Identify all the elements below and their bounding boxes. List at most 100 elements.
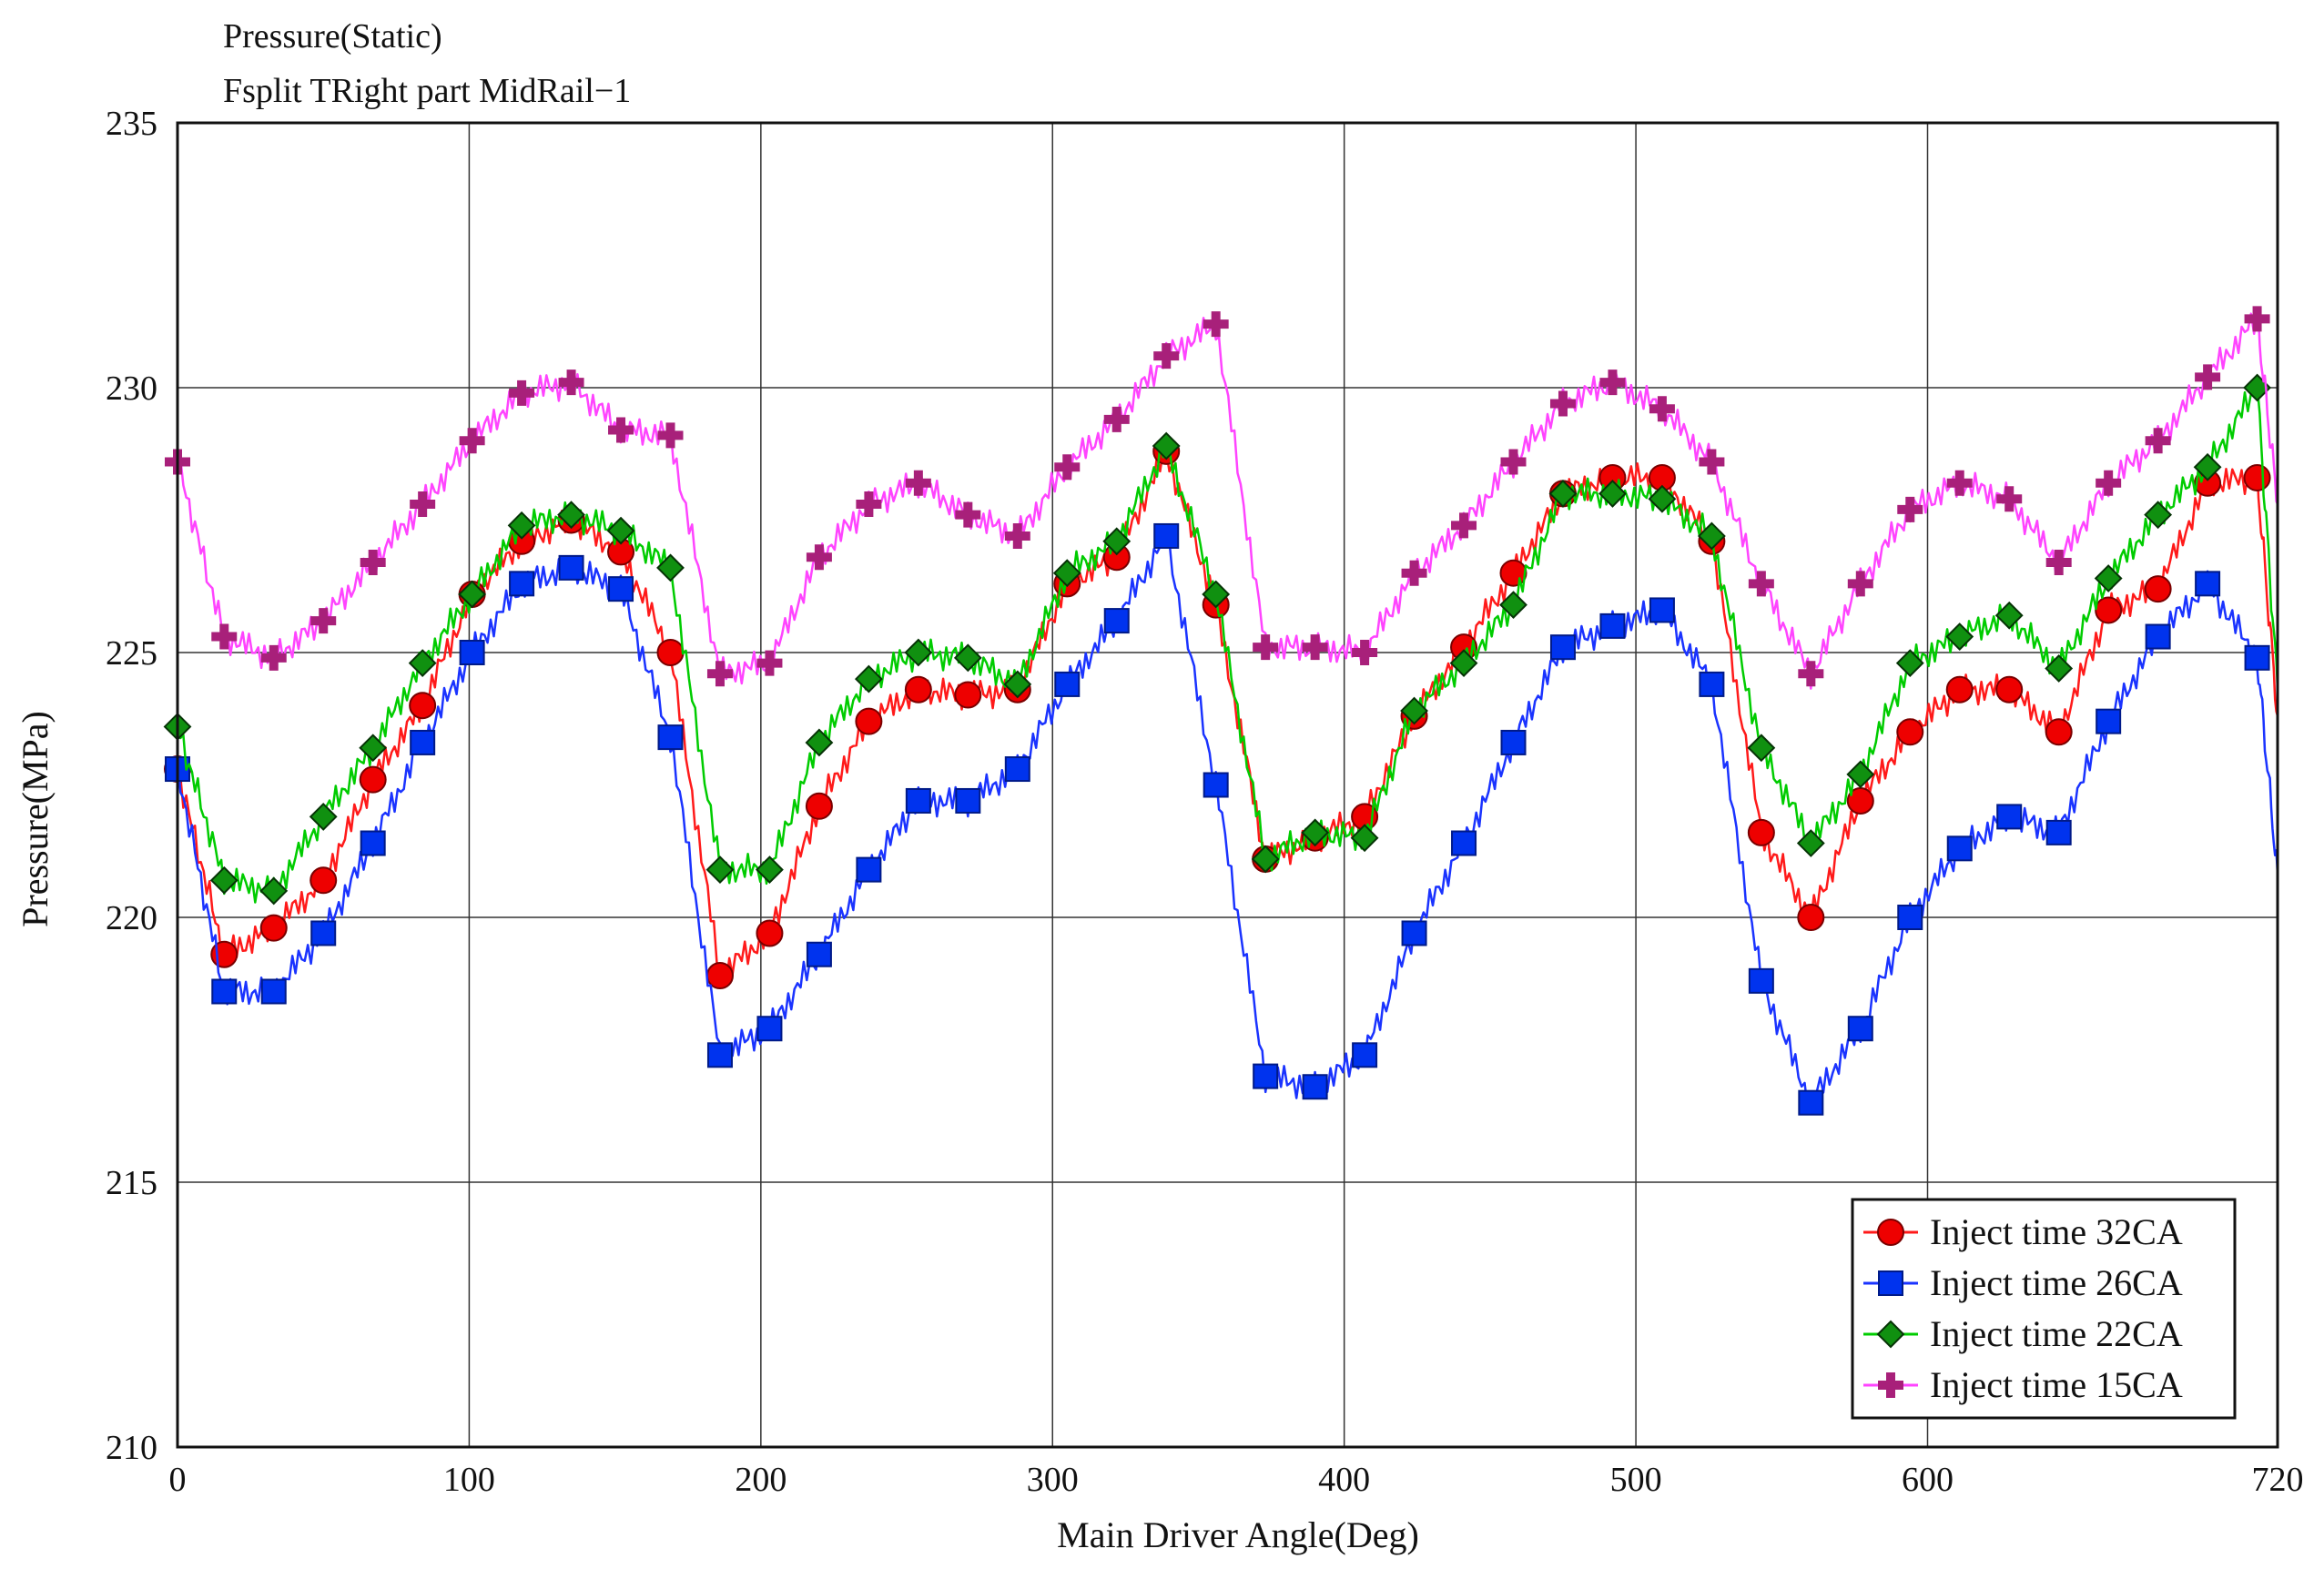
data-point-plus	[1699, 449, 1725, 475]
data-point-circle	[310, 866, 338, 895]
data-point-circle	[656, 639, 685, 666]
data-point-plus	[1847, 571, 1873, 597]
data-point-square	[1500, 729, 1527, 755]
data-point-circle	[259, 914, 288, 942]
legend-item: Inject time 22CA	[1863, 1313, 2183, 1354]
data-point-diamond	[1052, 559, 1081, 588]
data-point-diamond	[2193, 452, 2222, 481]
legend-item: Inject time 26CA	[1863, 1262, 2183, 1303]
data-point-diamond	[1202, 580, 1231, 609]
data-point-circle	[904, 675, 932, 703]
data-point-square	[509, 571, 535, 597]
data-point-diamond	[1003, 670, 1032, 699]
data-point-plus	[509, 380, 535, 406]
series-2	[165, 522, 2279, 1116]
y-tick-label: 210	[106, 1429, 157, 1467]
x-tick-labels: 0 100 200 300 400 500 600 720	[169, 1461, 2304, 1499]
data-point-diamond	[904, 638, 933, 667]
data-point-plus	[459, 428, 485, 454]
data-point-diamond	[557, 501, 585, 530]
series-line	[176, 526, 2279, 1111]
data-point-plus	[1798, 661, 1824, 687]
data-point-square	[2244, 644, 2270, 671]
data-point-square	[706, 1042, 733, 1068]
data-point-circle	[1747, 818, 1775, 846]
data-point-square	[1153, 522, 1180, 549]
data-point-square	[1599, 612, 1626, 639]
legend-item: Inject time 32CA	[1863, 1211, 2183, 1252]
data-point-square	[1897, 905, 1923, 930]
data-point-circle	[2243, 463, 2271, 491]
data-point-plus	[2244, 306, 2270, 332]
x-tick-label: 500	[1610, 1461, 1662, 1499]
data-point-plus	[706, 661, 733, 687]
data-point-plus	[756, 650, 783, 676]
data-point-plus	[2145, 428, 2171, 454]
data-point-square	[211, 978, 238, 1005]
data-point-circle	[359, 765, 387, 794]
data-point-square	[1203, 772, 1229, 798]
data-point-square	[360, 830, 386, 856]
data-point-diamond	[1598, 479, 1627, 508]
x-tick-label: 300	[1027, 1461, 1079, 1499]
data-point-plus	[1302, 634, 1328, 661]
x-tick-label: 720	[2252, 1461, 2304, 1499]
x-tick-label: 600	[1902, 1461, 1954, 1499]
data-point-diamond	[259, 876, 289, 906]
data-point-square	[1352, 1042, 1378, 1068]
data-point-plus	[1054, 454, 1081, 481]
y-tick-label: 215	[106, 1164, 157, 1202]
data-point-plus	[806, 544, 832, 571]
data-point-square	[1649, 597, 1675, 623]
data-point-diamond	[1102, 527, 1132, 556]
data-point-square	[856, 856, 882, 883]
data-point-plus	[1549, 390, 1576, 417]
data-point-diamond	[606, 516, 635, 545]
y-tick-label: 235	[106, 105, 157, 143]
x-tick-label: 200	[735, 1461, 787, 1499]
data-point-diamond	[408, 649, 437, 678]
data-point-square	[459, 640, 485, 665]
chart-title: Pressure(Static)	[223, 17, 442, 56]
data-point-diamond	[805, 728, 834, 757]
data-point-plus	[310, 608, 337, 634]
data-point-square	[1253, 1063, 1279, 1089]
legend-box	[1851, 1198, 2237, 1420]
data-point-plus	[410, 491, 436, 518]
data-point-plus	[1103, 406, 1130, 432]
data-point-circle	[2045, 718, 2073, 746]
data-point-square	[1847, 1016, 1873, 1042]
data-point-square	[955, 787, 981, 814]
data-point-diamond	[359, 734, 388, 763]
data-point-square	[410, 729, 436, 755]
legend-label: Inject time 26CA	[1930, 1262, 2183, 1303]
data-point-diamond	[2094, 564, 2123, 592]
data-point-plus	[1153, 343, 1180, 369]
x-axis-label: Main Driver Angle(Deg)	[1057, 1514, 1419, 1555]
legend-item: Inject time 15CA	[1863, 1364, 2183, 1405]
data-point-plus	[1748, 571, 1774, 597]
x-tick-label: 400	[1318, 1461, 1370, 1499]
data-point-diamond	[953, 643, 982, 673]
data-point-plus	[2045, 550, 2072, 576]
data-point-diamond	[1846, 760, 1875, 789]
data-point-diamond	[1945, 622, 1974, 651]
data-point-circle	[954, 681, 982, 709]
data-point-plus	[1599, 369, 1626, 396]
chart-subtitle: Fsplit TRight part MidRail−1	[223, 72, 631, 110]
data-point-diamond	[1152, 431, 1181, 461]
data-point-diamond	[458, 580, 487, 609]
y-tick-label: 230	[106, 369, 157, 408]
data-point-circle	[805, 792, 833, 820]
data-point-square	[1004, 756, 1030, 783]
plot-frame	[176, 121, 2279, 1449]
data-point-square	[260, 978, 287, 1005]
data-point-plus	[360, 550, 386, 576]
data-point-plus	[608, 417, 634, 443]
data-point-plus	[2195, 364, 2221, 390]
data-point-plus	[856, 491, 882, 518]
data-point-plus	[1996, 486, 2023, 512]
x-tick-label: 0	[169, 1461, 187, 1499]
data-point-diamond	[1648, 484, 1677, 513]
data-point-diamond	[1747, 734, 1776, 763]
